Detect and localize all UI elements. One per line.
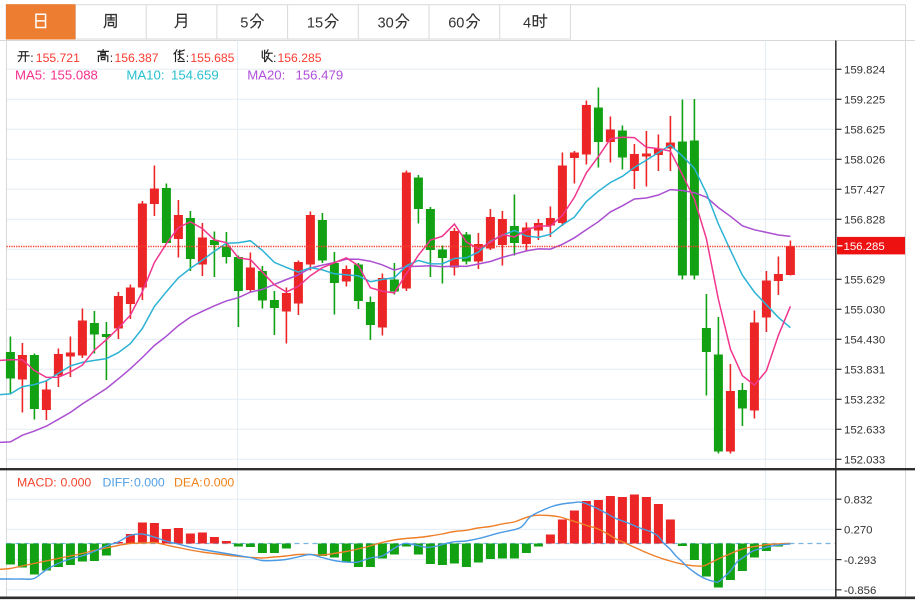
- svg-text:153.232: 153.232: [844, 395, 885, 407]
- svg-text:155.088: 155.088: [50, 68, 98, 83]
- svg-text:157.427: 157.427: [844, 185, 885, 197]
- svg-text:DIFF:: DIFF:: [103, 476, 134, 490]
- svg-text:155.629: 155.629: [844, 275, 885, 287]
- svg-text:153.831: 153.831: [844, 365, 885, 377]
- svg-text:156.479: 156.479: [296, 68, 344, 83]
- svg-text:MA20:: MA20:: [247, 68, 285, 83]
- svg-text:30: 30: [378, 16, 394, 32]
- svg-text:0.270: 0.270: [844, 525, 873, 537]
- svg-text:155.685: 155.685: [190, 51, 234, 65]
- svg-text:0.000: 0.000: [61, 476, 92, 490]
- svg-text:15: 15: [307, 16, 323, 32]
- svg-text:5: 5: [240, 16, 248, 32]
- svg-text:154.659: 154.659: [171, 68, 219, 83]
- svg-text:-0.856: -0.856: [844, 585, 876, 597]
- svg-text:DEA:: DEA:: [174, 476, 203, 490]
- svg-text:155.721: 155.721: [36, 51, 80, 65]
- svg-text:60: 60: [448, 16, 464, 32]
- svg-text:156.285: 156.285: [278, 51, 322, 65]
- svg-text:156.828: 156.828: [844, 215, 885, 227]
- svg-text:155.030: 155.030: [844, 305, 885, 317]
- svg-text:152.633: 152.633: [844, 425, 885, 437]
- svg-text:MA10:: MA10:: [126, 68, 164, 83]
- svg-text:154.430: 154.430: [844, 335, 885, 347]
- svg-text:4: 4: [523, 16, 531, 32]
- svg-text:156.387: 156.387: [115, 51, 159, 65]
- svg-text:156.285: 156.285: [844, 241, 885, 253]
- svg-text:158.026: 158.026: [844, 155, 885, 167]
- svg-text:0.832: 0.832: [844, 494, 873, 506]
- svg-text:159.824: 159.824: [844, 65, 885, 77]
- svg-text:158.625: 158.625: [844, 125, 885, 137]
- svg-text:159.225: 159.225: [844, 95, 885, 107]
- svg-text::: :: [186, 51, 189, 65]
- svg-text::: :: [273, 51, 276, 65]
- svg-text:0.000: 0.000: [204, 476, 235, 490]
- svg-text:MACD:: MACD:: [17, 476, 57, 490]
- svg-text:0.000: 0.000: [134, 476, 165, 490]
- svg-text:-0.293: -0.293: [844, 555, 876, 567]
- svg-text:MA5:: MA5:: [15, 68, 46, 83]
- svg-text::: :: [110, 51, 113, 65]
- svg-text:152.033: 152.033: [844, 455, 885, 467]
- svg-text::: :: [30, 51, 33, 65]
